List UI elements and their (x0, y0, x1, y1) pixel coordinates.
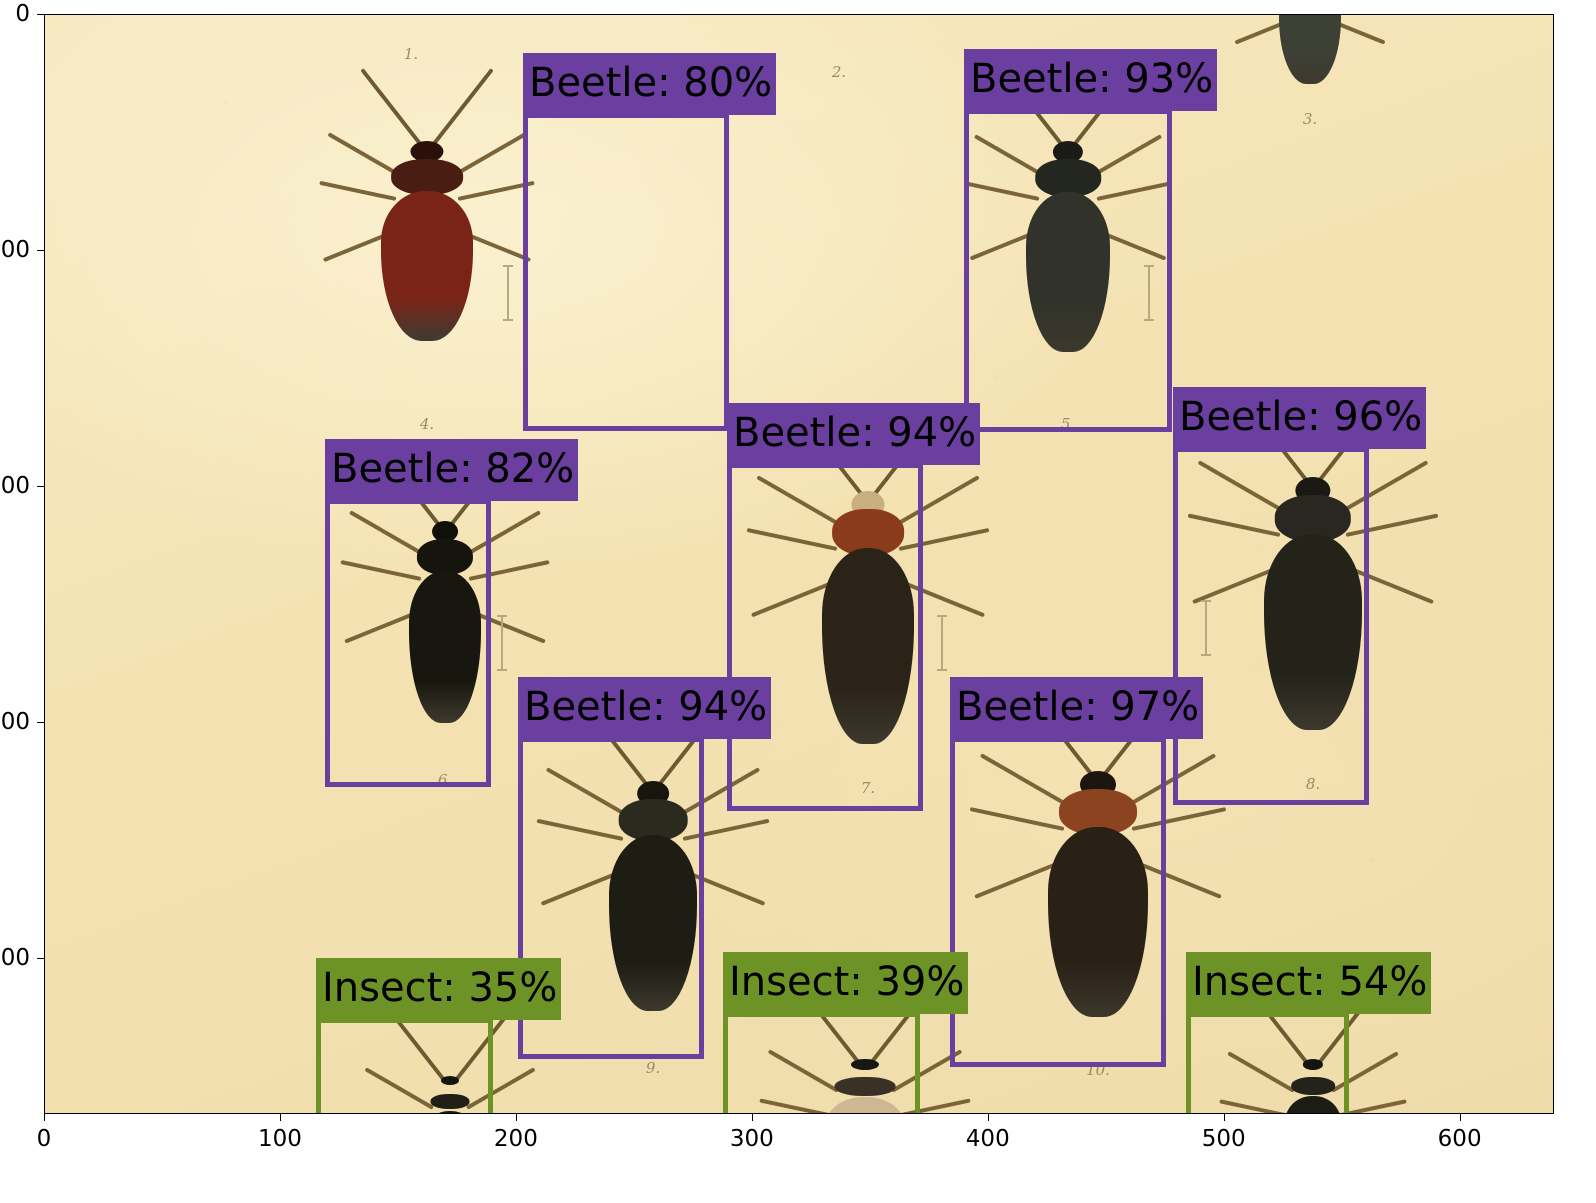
beetle-elytra (1285, 1095, 1341, 1113)
beetle-elytra (425, 1110, 475, 1113)
detection-label-beetle-2: Beetle: 82% (325, 439, 579, 501)
beetle-thorax (391, 159, 463, 195)
detection-label-beetle-4: Beetle: 96% (1173, 387, 1427, 449)
beetle-thorax (416, 539, 474, 576)
detection-label-insect-9: Insect: 54% (1186, 952, 1432, 1014)
x-tick-label: 100 (257, 1126, 302, 1152)
detection-box-insect-7[interactable] (316, 1018, 493, 1113)
plate-specimen-number: 1. (403, 45, 419, 63)
detection-label-beetle-1: Beetle: 93% (964, 49, 1218, 111)
beetle-head (410, 141, 444, 162)
x-tick (1459, 1114, 1461, 1121)
beetle-illustration (918, 71, 1218, 465)
plate-specimen-number: 9. (645, 1059, 661, 1077)
x-tick (44, 1114, 46, 1121)
detection-label-insect-7: Insect: 35% (316, 958, 562, 1020)
beetle-illustration (503, 697, 803, 1113)
detection-box-beetle-2[interactable] (325, 499, 491, 787)
beetle-illustration (718, 405, 1018, 851)
beetle-elytra (409, 570, 481, 723)
beetle-thorax (618, 799, 688, 842)
beetle-thorax (1035, 159, 1101, 198)
beetle-thorax (832, 509, 904, 557)
detection-box-beetle-4[interactable] (1173, 447, 1369, 805)
image-axes: 4. 5. 3. 6. 7. 8. 9. 10. 1. 2. Beetle: 80% Beetle:… (44, 14, 1554, 1114)
beetle-thorax (834, 1077, 896, 1097)
plate-specimen-number: 3. (1302, 110, 1318, 128)
beetle-illustration (295, 441, 595, 837)
beetle-illustration (948, 682, 1248, 1113)
x-tick-label: 200 (493, 1126, 538, 1152)
plate-scale-bar (937, 615, 947, 671)
beetle-elytra (1048, 827, 1148, 1018)
beetle-thorax (1274, 495, 1352, 543)
plate-scale-bar (497, 615, 507, 671)
beetle-head (432, 521, 458, 543)
beetle-illustration (715, 979, 1015, 1113)
beetle-elytra (822, 548, 914, 745)
beetle-elytra (609, 834, 697, 1011)
beetle-head (850, 1059, 880, 1071)
y-tick-label: 400 (0, 945, 30, 972)
y-tick-label: 100 (0, 237, 30, 264)
x-tick (515, 1114, 518, 1121)
x-tick-label: 600 (1437, 1126, 1482, 1152)
beetle-illustration (1160, 15, 1460, 205)
y-tick (37, 14, 44, 16)
detection-box-beetle-5[interactable] (518, 737, 704, 1059)
beetle-elytra (381, 190, 473, 341)
x-tick (279, 1114, 282, 1121)
y-tick (37, 722, 44, 724)
beetle-thorax (1291, 1077, 1335, 1096)
x-tick-label: 0 (36, 1126, 52, 1152)
plate-scale-bar (1201, 600, 1211, 656)
beetle-head (1052, 141, 1084, 164)
x-tick (751, 1114, 753, 1121)
x-tick (1223, 1114, 1225, 1121)
beetle-illustration (277, 68, 577, 455)
x-tick-label: 300 (729, 1126, 774, 1152)
beetle-thorax (430, 1094, 470, 1109)
y-tick (37, 250, 44, 252)
plate-scale-bar (503, 265, 513, 321)
x-tick (987, 1114, 989, 1121)
y-tick (37, 486, 44, 488)
plate-specimen-number: 4. (419, 415, 435, 433)
detection-label-beetle-0: Beetle: 80% (523, 53, 777, 115)
y-tick-label: 200 (0, 473, 30, 500)
beetle-elytra (826, 1096, 904, 1113)
detection-label-insect-8: Insect: 39% (723, 952, 969, 1014)
beetle-leg (327, 132, 397, 175)
detection-label-beetle-5: Beetle: 94% (518, 677, 772, 739)
beetle-illustration (1163, 386, 1463, 837)
y-tick-label: 300 (0, 709, 30, 736)
beetle-elytra (1279, 15, 1341, 84)
y-tick-label: 0 (15, 1, 30, 27)
beetle-elytra (1026, 192, 1110, 353)
x-tick-label: 500 (1201, 1126, 1246, 1152)
plate-specimen-number: 8. (1305, 775, 1321, 793)
plate-specimen-number: 7. (860, 779, 876, 797)
plate-specimen-number: 2. (831, 63, 847, 81)
beetle-leg (457, 132, 527, 175)
detection-box-beetle-0[interactable] (523, 113, 729, 431)
detection-box-insect-9[interactable] (1186, 1012, 1349, 1113)
beetle-thorax (1059, 789, 1137, 835)
beetle-head (1302, 1059, 1324, 1070)
detection-box-beetle-3[interactable] (727, 463, 923, 811)
beetle-head (441, 1076, 459, 1085)
detection-box-insect-8[interactable] (723, 1012, 920, 1113)
x-tick-label: 400 (965, 1126, 1010, 1152)
plate-scale-bar (1144, 265, 1154, 321)
beetle-illustration (1163, 984, 1463, 1113)
beetle-illustration (300, 1003, 600, 1113)
detection-label-beetle-3: Beetle: 94% (727, 403, 981, 465)
detection-label-beetle-6: Beetle: 97% (950, 677, 1204, 739)
detection-box-beetle-1[interactable] (964, 109, 1172, 432)
detection-box-beetle-6[interactable] (950, 737, 1166, 1067)
beetle-leg (319, 180, 397, 201)
beetle-elytra (1264, 534, 1362, 731)
y-tick (37, 958, 44, 960)
